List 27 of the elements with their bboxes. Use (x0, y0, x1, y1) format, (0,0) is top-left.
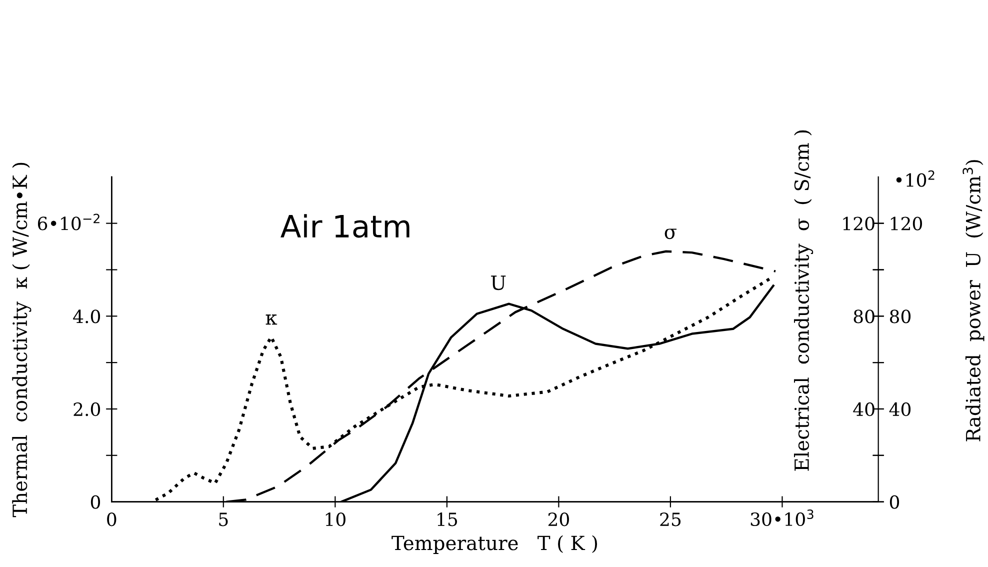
y-tick-label: 2.0 (74, 402, 100, 416)
y3-tick-label: 120 (890, 216, 922, 230)
y2-tick-label: 40 (853, 402, 874, 416)
y3-tick-label: 40 (889, 402, 911, 416)
annotation: σ (664, 228, 677, 240)
y-axis-title: Thermal conductivity κ ( W/cm•K ) (12, 162, 32, 518)
y2-tick-label: 80 (854, 310, 874, 324)
x-tick-label: 30•10$^{3}$ (750, 510, 814, 526)
y-tick-label: 0 (90, 495, 100, 509)
x-tick-label: 25 (660, 512, 681, 526)
x-tick-label: 10 (326, 512, 346, 526)
x-tick-label: 20 (548, 512, 569, 526)
y3-axis-title: Radiated power U (W/cm$^{3}$) (962, 160, 984, 442)
x-tick-label: 0 (107, 512, 116, 526)
y3-tick-label: 0 (890, 495, 900, 509)
x-axis-title: Temperature T ( K ) (392, 535, 598, 554)
y2-axis-title: Electrical conductivity σ ( S/cm ) (794, 130, 814, 471)
annotation: κ (266, 314, 278, 325)
y3-tick-label: 80 (890, 310, 911, 324)
y-tick-label: 6•10$^{−2}$ (38, 214, 100, 230)
annotation: Air 1atm (280, 214, 410, 238)
text: •10$^{2}$ (896, 170, 934, 187)
y2-tick-label: 120 (843, 216, 874, 230)
y-tick-label: 4.0 (73, 310, 100, 324)
x-tick-label: 5 (219, 512, 228, 526)
annotation: U (491, 276, 506, 290)
x-tick-label: 15 (438, 512, 458, 526)
